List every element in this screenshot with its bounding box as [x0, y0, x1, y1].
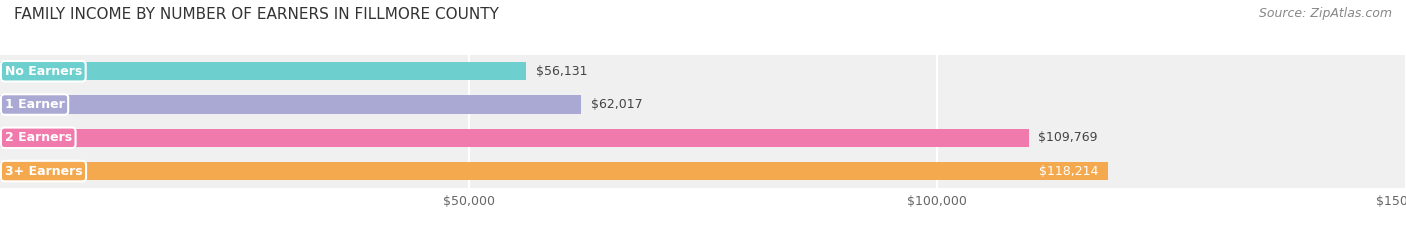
Bar	[0, 88, 1406, 121]
Text: 1 Earner: 1 Earner	[4, 98, 65, 111]
Bar	[0, 55, 1406, 88]
Bar	[0, 154, 1406, 188]
Text: $109,769: $109,769	[1038, 131, 1098, 144]
Bar	[0, 121, 1406, 154]
Bar	[0, 95, 581, 114]
Text: $62,017: $62,017	[591, 98, 643, 111]
Text: No Earners: No Earners	[4, 65, 82, 78]
Bar	[0, 162, 1108, 180]
Text: 2 Earners: 2 Earners	[4, 131, 72, 144]
Text: $118,214: $118,214	[1039, 164, 1098, 178]
Text: $56,131: $56,131	[536, 65, 588, 78]
Text: 3+ Earners: 3+ Earners	[4, 164, 83, 178]
Text: FAMILY INCOME BY NUMBER OF EARNERS IN FILLMORE COUNTY: FAMILY INCOME BY NUMBER OF EARNERS IN FI…	[14, 7, 499, 22]
Bar	[0, 129, 1029, 147]
Text: Source: ZipAtlas.com: Source: ZipAtlas.com	[1258, 7, 1392, 20]
Bar	[0, 62, 526, 80]
